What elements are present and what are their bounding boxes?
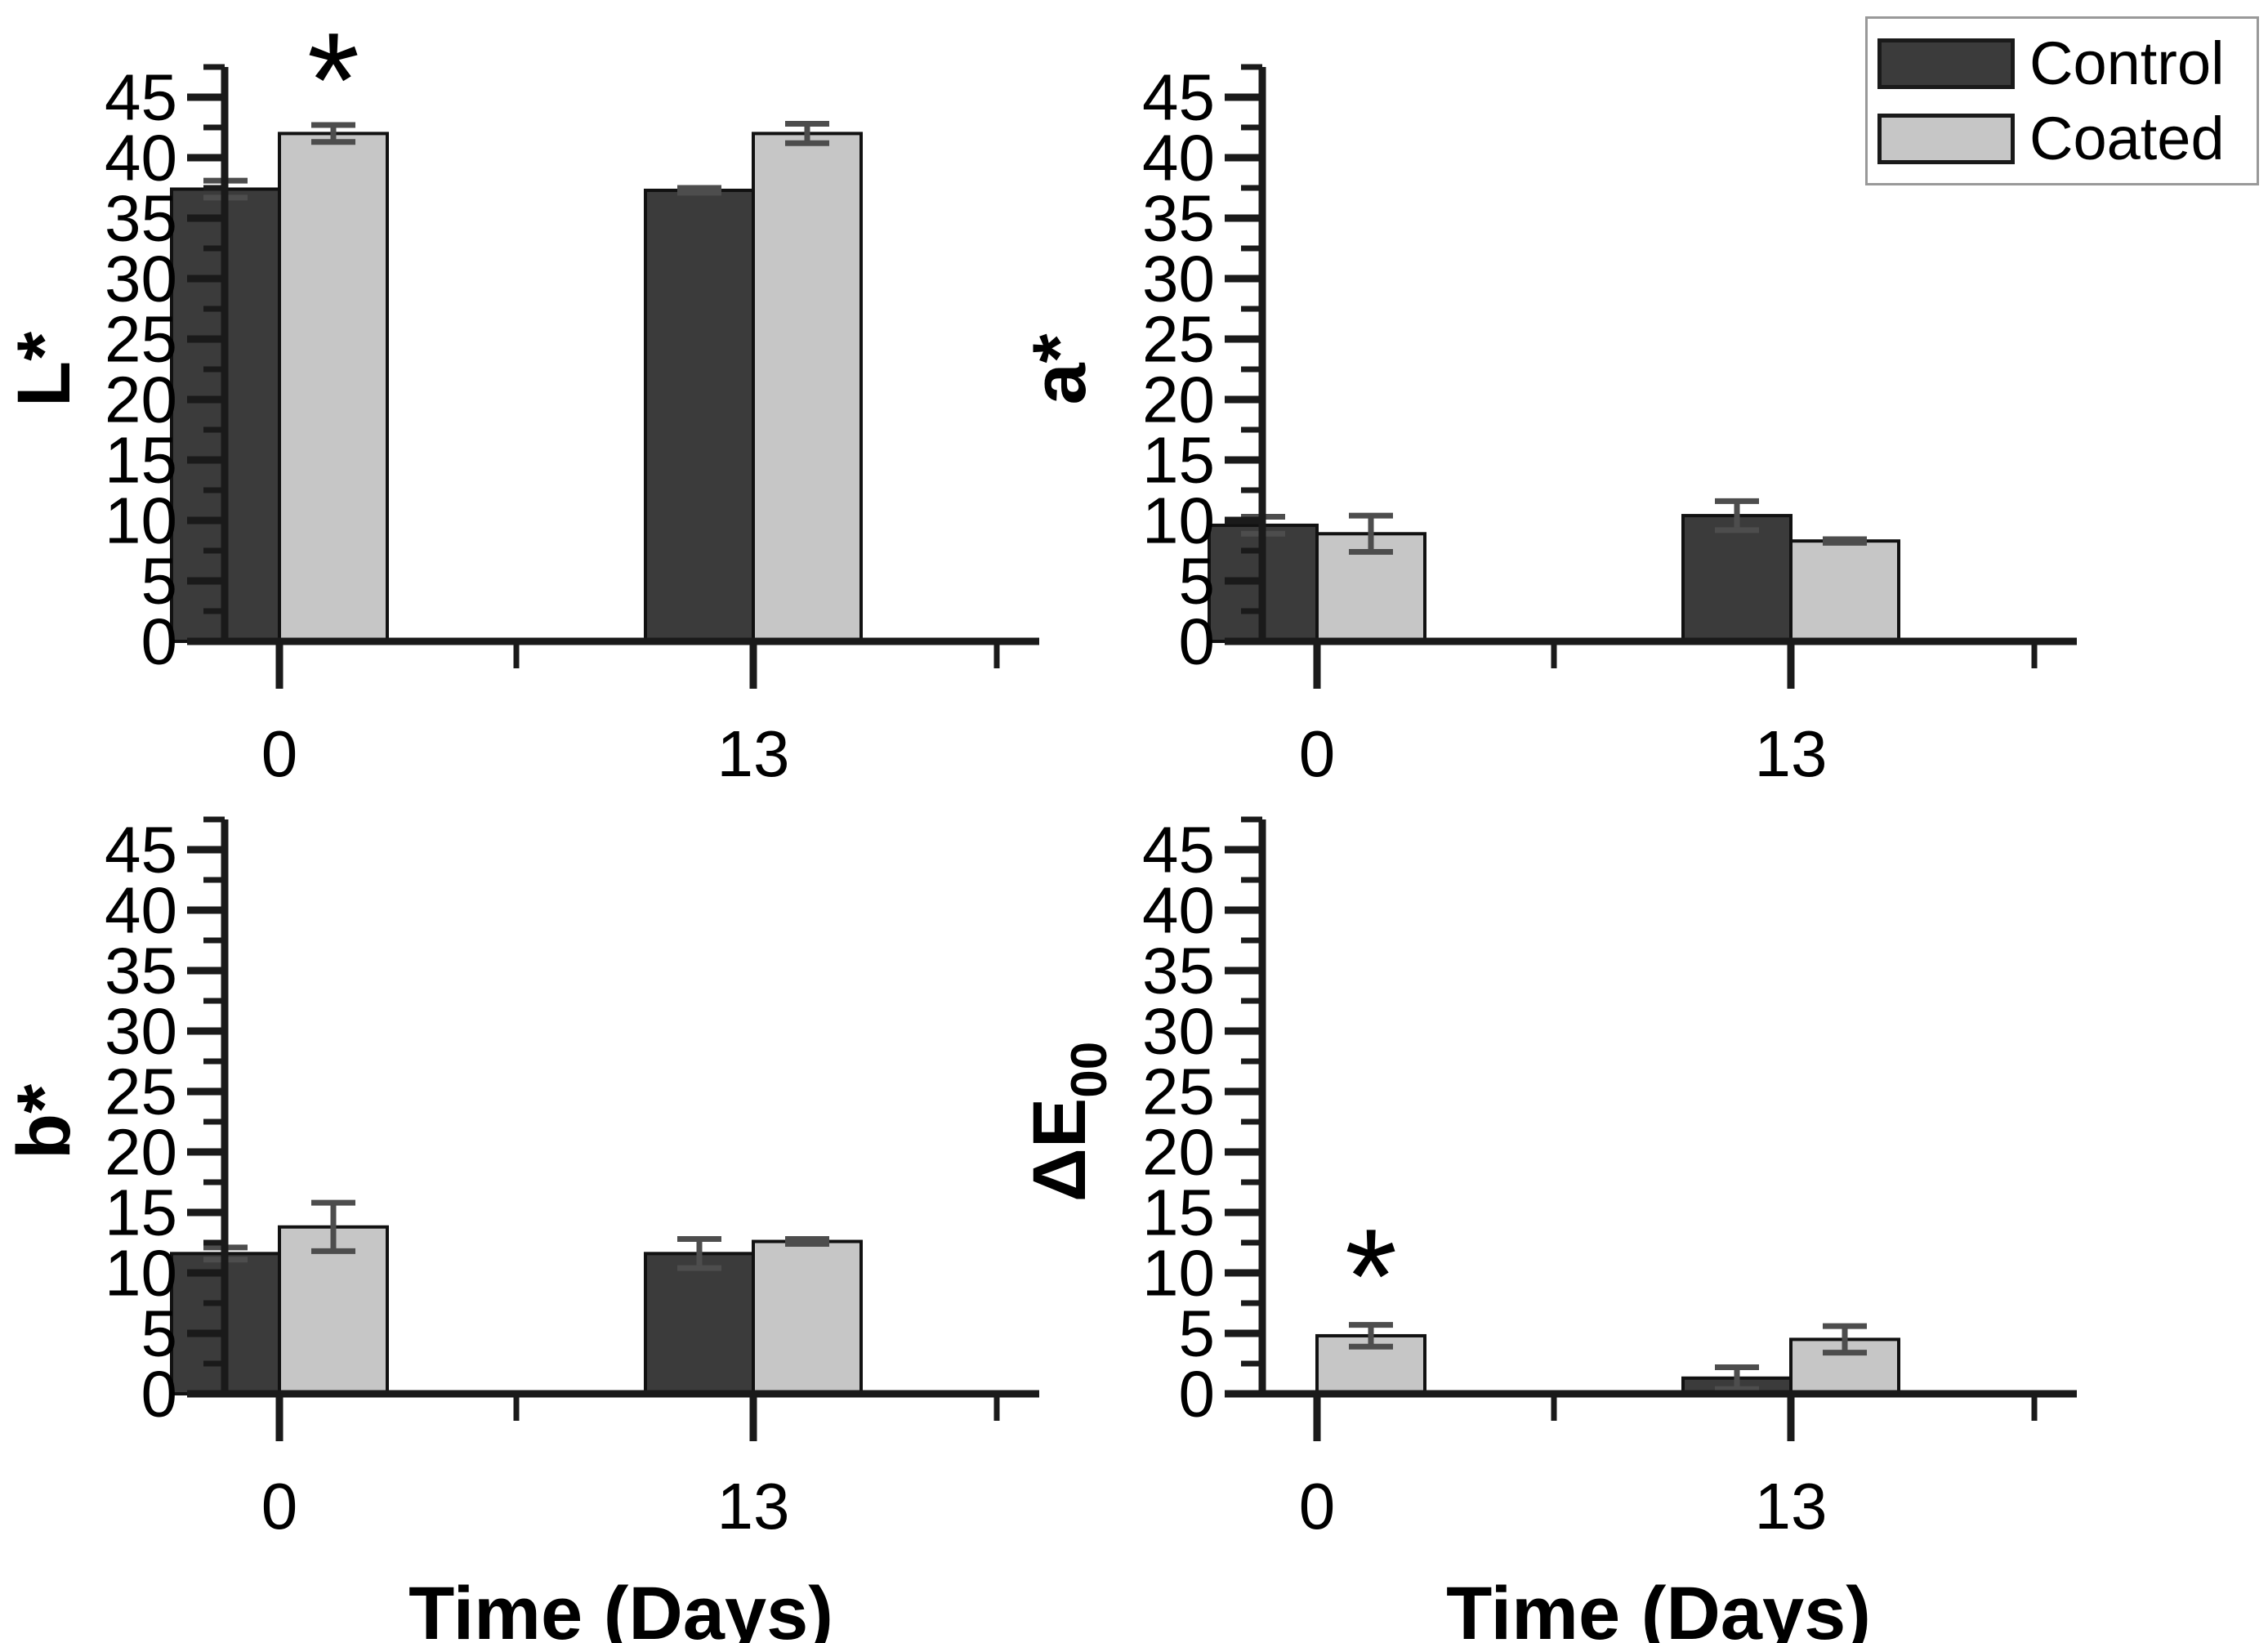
y-tick-label: 45 (105, 814, 177, 886)
bar-control-day13 (644, 188, 755, 643)
y-tick-label: 40 (1142, 874, 1215, 947)
error-bar-control-day13 (1715, 498, 1759, 534)
error-bar-coated-day13 (785, 1236, 829, 1247)
y-tick-label: 5 (1179, 545, 1216, 618)
bar-coated-day13 (752, 132, 863, 643)
significance-asterisk: * (1345, 1201, 1397, 1351)
y-axis-title-main: L* (2, 332, 86, 407)
x-tick-label: 0 (261, 717, 298, 790)
legend-swatch-control-icon (1877, 38, 2015, 89)
y-tick-label: 35 (1142, 182, 1215, 255)
y-tick-label: 10 (1142, 1237, 1215, 1310)
y-tick-label: 0 (1179, 1358, 1216, 1431)
x-axis-title: Time (Days) (1446, 1572, 1871, 1643)
y-tick-label: 45 (1142, 61, 1215, 134)
y-tick-label: 45 (105, 61, 177, 134)
y-tick-label: 40 (105, 874, 177, 947)
y-tick-label: 20 (1142, 1116, 1215, 1189)
x-tick-label: 13 (1755, 717, 1828, 790)
chart-panel-a-star: 0 5 10 15 20 25 30 35 40 45 0 13 a* (1018, 0, 2268, 821)
chart-panel-b-star: 0 5 10 15 20 25 30 35 40 45 0 13 b* Time (Days) (0, 814, 1134, 1643)
y-tick-label: 20 (105, 1116, 177, 1189)
y-tick-label: 30 (105, 995, 177, 1068)
y-tick-label: 5 (141, 1297, 178, 1370)
y-axis-title: a* (1018, 333, 1101, 404)
error-bar-coated-day0 (311, 1199, 355, 1254)
bar-control-day13 (1681, 514, 1793, 644)
y-tick-label: 5 (1179, 1297, 1216, 1370)
bar-coated-day13 (1789, 539, 1900, 643)
y-tick-label: 30 (105, 243, 177, 315)
bar-coated-day13 (752, 1239, 863, 1396)
y-axis-title-main: b* (2, 1084, 86, 1159)
y-tick-label: 15 (1142, 424, 1215, 497)
legend-label-coated: Coated (2029, 104, 2225, 172)
y-tick-label: 15 (105, 424, 177, 497)
y-tick-label: 20 (105, 364, 177, 436)
y-tick-label: 0 (1179, 605, 1216, 678)
y-axis-title: L* (2, 332, 86, 407)
y-tick-label: 25 (105, 1056, 177, 1128)
significance-asterisk: * (307, 5, 359, 155)
y-tick-label: 15 (105, 1176, 177, 1249)
y-tick-label: 25 (105, 303, 177, 376)
y-axis-title-main: a* (1018, 333, 1101, 404)
y-tick-label: 25 (1142, 1056, 1215, 1128)
error-bar-control-day13 (1715, 1364, 1759, 1392)
legend: Control Coated (1865, 16, 2259, 186)
y-tick-label: 40 (1142, 122, 1215, 194)
y-tick-label: 30 (1142, 243, 1215, 315)
x-axis-title: Time (Days) (409, 1572, 833, 1643)
x-tick-label: 13 (717, 717, 790, 790)
x-tick-label: 0 (261, 1470, 298, 1543)
y-axis-title-main: ΔE (1018, 1098, 1101, 1203)
y-tick-label: 10 (105, 484, 177, 557)
bar-coated-day0 (278, 132, 389, 643)
y-tick-label: 0 (141, 605, 178, 678)
legend-swatch-coated-icon (1877, 113, 2015, 164)
y-tick-label: 5 (141, 545, 178, 618)
chart-panel-deltaE00: 0 5 10 15 20 25 30 35 40 45 0 13 ΔE00 Time (Days) * (1018, 814, 2268, 1643)
y-tick-label: 30 (1142, 995, 1215, 1068)
x-tick-label: 13 (1755, 1470, 1828, 1543)
y-tick-label: 35 (105, 182, 177, 255)
y-tick-label: 10 (1142, 484, 1215, 557)
y-tick-label: 35 (1142, 935, 1215, 1007)
legend-label-control: Control (2029, 29, 2225, 97)
error-bar-control-day13 (677, 1236, 721, 1271)
error-bar-coated-day13 (785, 121, 829, 146)
y-tick-label: 10 (105, 1237, 177, 1310)
y-axis-title: ΔE00 (1018, 1042, 1118, 1202)
y-axis-title: b* (2, 1084, 86, 1159)
error-bar-control-day13 (677, 185, 721, 196)
chart-panel-L-star: 0 5 10 15 20 25 30 35 40 45 0 13 L* * (0, 0, 1134, 821)
y-tick-label: 40 (105, 122, 177, 194)
error-bar-coated-day0 (1349, 1322, 1393, 1350)
y-tick-label: 45 (1142, 814, 1215, 886)
y-tick-label: 35 (105, 935, 177, 1007)
y-tick-label: 0 (141, 1358, 178, 1431)
x-tick-label: 0 (1299, 1470, 1336, 1543)
legend-item-coated: Coated (1877, 104, 2247, 172)
y-tick-label: 15 (1142, 1176, 1215, 1249)
x-tick-label: 0 (1299, 717, 1336, 790)
error-bar-coated-day0 (311, 122, 355, 145)
error-bar-coated-day0 (1349, 512, 1393, 555)
y-tick-label: 25 (1142, 303, 1215, 376)
y-tick-label: 20 (1142, 364, 1215, 436)
x-tick-label: 13 (717, 1470, 790, 1543)
legend-item-control: Control (1877, 32, 2247, 96)
bar-control-day13 (644, 1252, 755, 1395)
y-axis-title-sub: 00 (1061, 1042, 1118, 1098)
error-bar-coated-day13 (1823, 536, 1867, 546)
error-bar-coated-day13 (1823, 1323, 1867, 1356)
